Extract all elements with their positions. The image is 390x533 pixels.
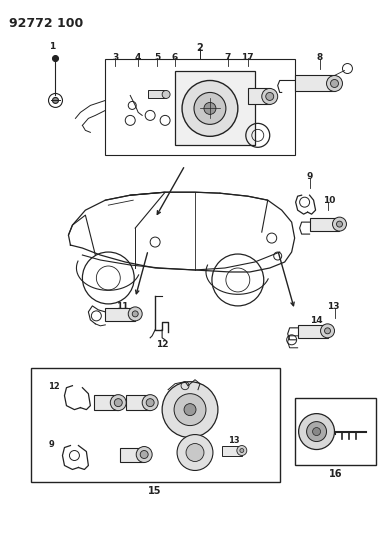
Circle shape xyxy=(324,328,330,334)
Circle shape xyxy=(337,221,342,227)
Circle shape xyxy=(110,394,126,410)
Bar xyxy=(105,308,135,321)
Text: 16: 16 xyxy=(329,470,342,480)
Bar xyxy=(294,398,376,465)
Text: 11: 11 xyxy=(116,302,129,311)
Circle shape xyxy=(53,55,58,61)
Bar xyxy=(294,76,335,92)
Bar xyxy=(94,394,118,410)
Text: 8: 8 xyxy=(316,53,323,61)
Circle shape xyxy=(53,98,58,103)
Bar xyxy=(248,88,270,104)
Circle shape xyxy=(136,447,152,463)
Text: 12: 12 xyxy=(48,382,60,391)
Text: 9: 9 xyxy=(48,440,54,449)
Circle shape xyxy=(307,422,326,441)
Text: 6: 6 xyxy=(172,53,178,61)
Bar xyxy=(30,368,280,482)
Circle shape xyxy=(128,307,142,321)
Circle shape xyxy=(262,88,278,104)
Circle shape xyxy=(177,434,213,471)
Text: 12: 12 xyxy=(156,340,168,349)
Circle shape xyxy=(266,92,274,100)
Text: 15: 15 xyxy=(148,487,162,496)
Circle shape xyxy=(237,446,247,456)
Bar xyxy=(175,70,255,146)
Circle shape xyxy=(321,324,335,338)
Circle shape xyxy=(330,79,339,87)
Circle shape xyxy=(194,92,226,124)
Text: 9: 9 xyxy=(307,172,313,181)
Text: 13: 13 xyxy=(228,435,239,445)
Bar xyxy=(105,59,294,155)
Bar xyxy=(120,448,144,463)
Text: 13: 13 xyxy=(328,302,340,311)
Text: 1: 1 xyxy=(50,42,56,51)
Circle shape xyxy=(333,217,346,231)
Bar xyxy=(310,218,339,231)
Circle shape xyxy=(240,449,244,453)
Text: 5: 5 xyxy=(154,53,160,61)
Circle shape xyxy=(162,382,218,438)
Circle shape xyxy=(326,76,342,92)
Circle shape xyxy=(182,80,238,136)
Text: 3: 3 xyxy=(112,53,119,61)
Circle shape xyxy=(114,399,122,407)
Circle shape xyxy=(299,414,335,449)
Circle shape xyxy=(174,394,206,425)
Circle shape xyxy=(162,91,170,99)
Text: 92772 100: 92772 100 xyxy=(9,17,83,30)
Bar xyxy=(126,394,150,410)
Bar xyxy=(298,325,328,338)
Text: 14: 14 xyxy=(310,316,322,325)
Circle shape xyxy=(204,102,216,115)
Circle shape xyxy=(146,399,154,407)
Circle shape xyxy=(132,311,138,317)
Circle shape xyxy=(142,394,158,410)
Circle shape xyxy=(140,450,148,458)
Text: 10: 10 xyxy=(323,196,335,205)
Circle shape xyxy=(186,443,204,462)
Text: 7: 7 xyxy=(225,53,231,61)
Circle shape xyxy=(312,427,321,435)
Text: 17: 17 xyxy=(241,53,254,61)
Circle shape xyxy=(184,403,196,416)
Text: 2: 2 xyxy=(197,43,203,53)
Bar xyxy=(222,446,242,456)
Bar xyxy=(148,91,166,99)
Text: 4: 4 xyxy=(135,53,142,61)
